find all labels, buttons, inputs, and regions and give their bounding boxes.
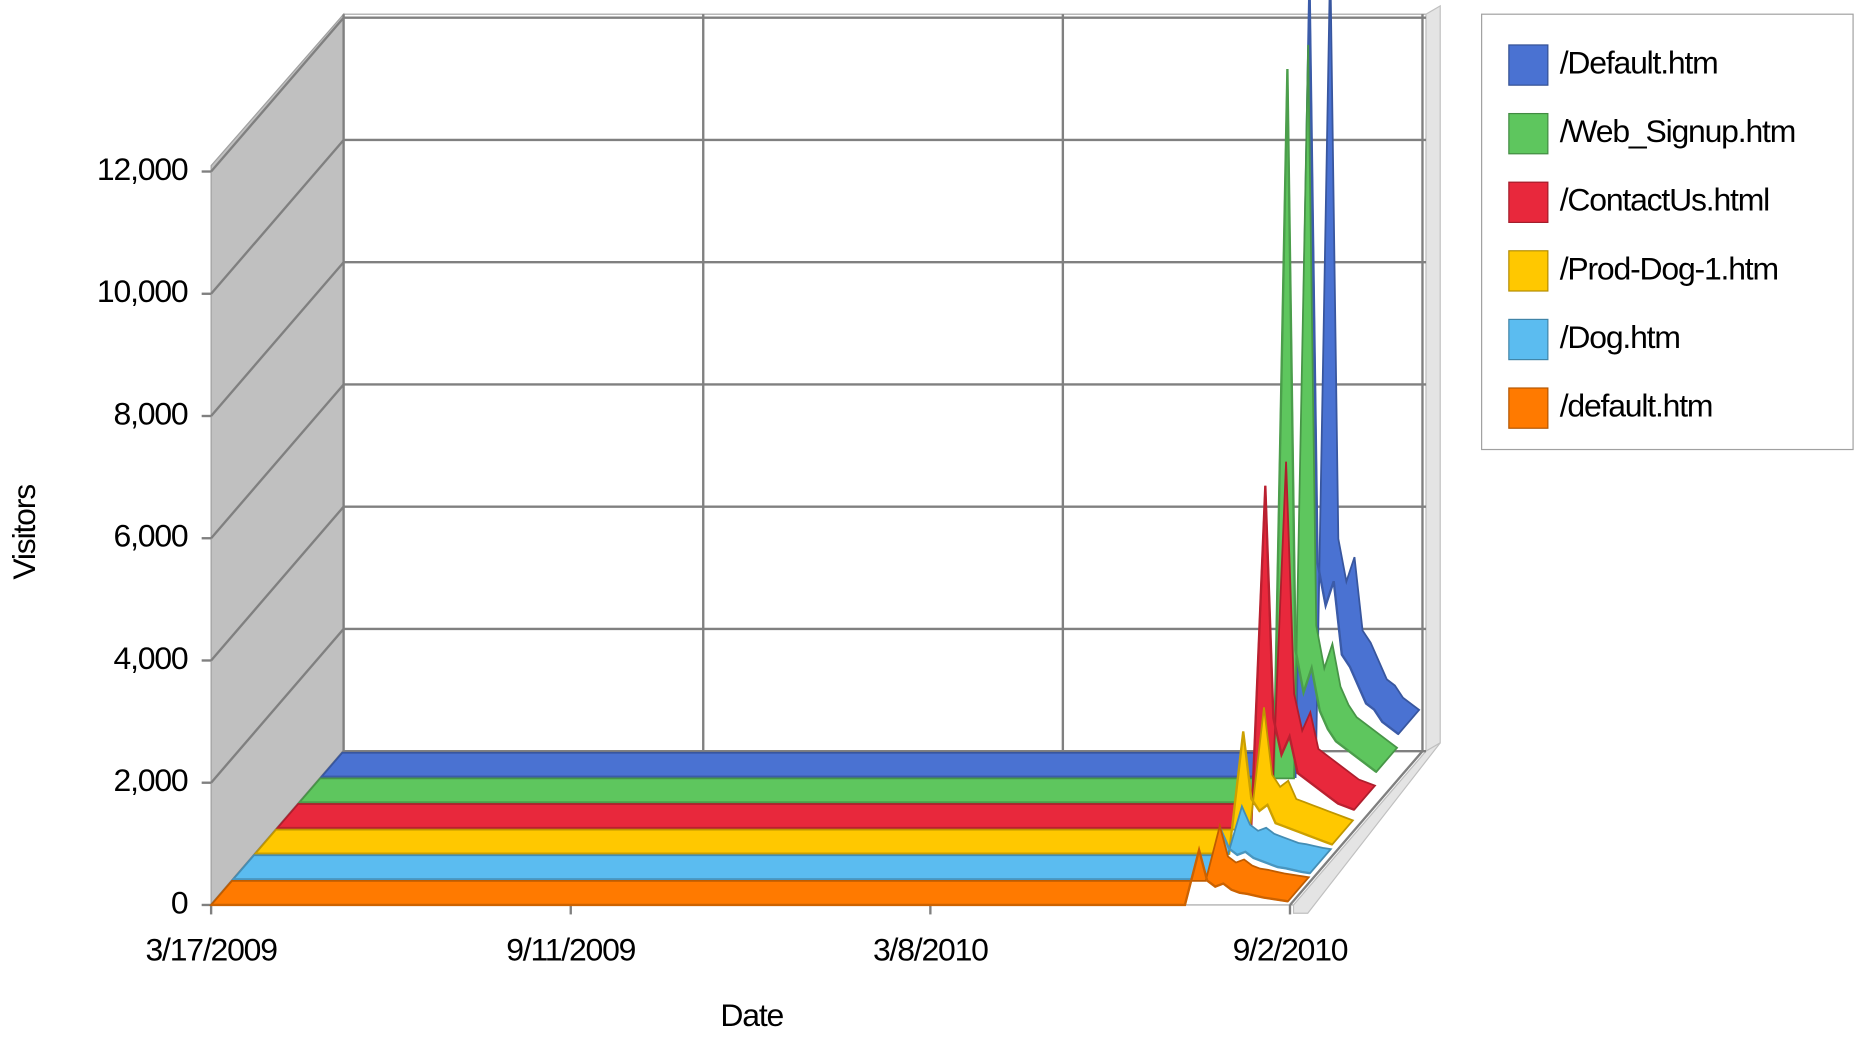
legend-label: /Dog.htm	[1560, 319, 1680, 355]
legend-label: /Prod-Dog-1.htm	[1560, 250, 1778, 286]
y-tick-label: 10,000	[97, 273, 188, 309]
y-tick-label: 4,000	[114, 640, 188, 676]
wall-edge	[1425, 4, 1441, 753]
y-tick-label: 2,000	[114, 762, 188, 798]
y-tick-label: 12,000	[97, 151, 188, 187]
floor-edge	[1292, 742, 1441, 914]
x-tick-label: 3/17/2009	[145, 932, 277, 968]
grid-line	[1289, 750, 1424, 906]
y-tick-label: 6,000	[114, 518, 188, 554]
grid-line	[210, 261, 345, 417]
x-tick-label: 9/11/2009	[506, 932, 635, 968]
grid-line	[210, 139, 345, 295]
y-tick-label: 0	[171, 884, 188, 920]
legend-swatch	[1508, 44, 1549, 86]
legend-label: /Web_Signup.htm	[1560, 113, 1795, 149]
legend-swatch	[1508, 181, 1549, 223]
y-tick-label: 8,000	[114, 395, 188, 431]
grid-line	[210, 383, 345, 540]
y-axis-title: Visitors	[6, 485, 42, 580]
line	[277, 485, 1355, 830]
legend-swatch	[1508, 318, 1549, 361]
legend-swatch	[1508, 250, 1549, 292]
legend-swatch	[1508, 112, 1549, 155]
line	[321, 0, 1400, 778]
grid-line	[210, 628, 345, 784]
x-axis-title: Date	[720, 997, 783, 1033]
grid-line	[210, 16, 345, 173]
legend	[1481, 13, 1854, 451]
x-tick-label: 3/8/2010	[873, 932, 988, 968]
line	[255, 731, 1333, 855]
line	[299, 68, 1378, 804]
legend-label: /default.htm	[1560, 388, 1713, 424]
legend-label: /Default.htm	[1560, 45, 1718, 81]
line	[211, 845, 1289, 907]
grid-line	[210, 505, 345, 662]
legend-label: /ContactUs.html	[1560, 182, 1769, 218]
legend-swatch	[1508, 387, 1549, 429]
x-tick-label: 9/2/2010	[1233, 932, 1348, 968]
